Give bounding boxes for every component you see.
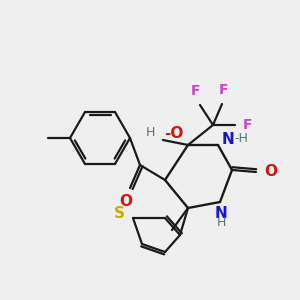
Text: F: F <box>219 83 229 97</box>
Text: O: O <box>264 164 277 179</box>
Text: H: H <box>146 127 155 140</box>
Text: F: F <box>243 118 253 132</box>
Text: -H: -H <box>234 133 248 146</box>
Text: N: N <box>214 206 227 221</box>
Text: H: H <box>216 216 226 229</box>
Text: F: F <box>190 84 200 98</box>
Text: S: S <box>114 206 125 221</box>
Text: -O: -O <box>164 125 183 140</box>
Text: N: N <box>222 131 235 146</box>
Text: O: O <box>119 194 133 209</box>
